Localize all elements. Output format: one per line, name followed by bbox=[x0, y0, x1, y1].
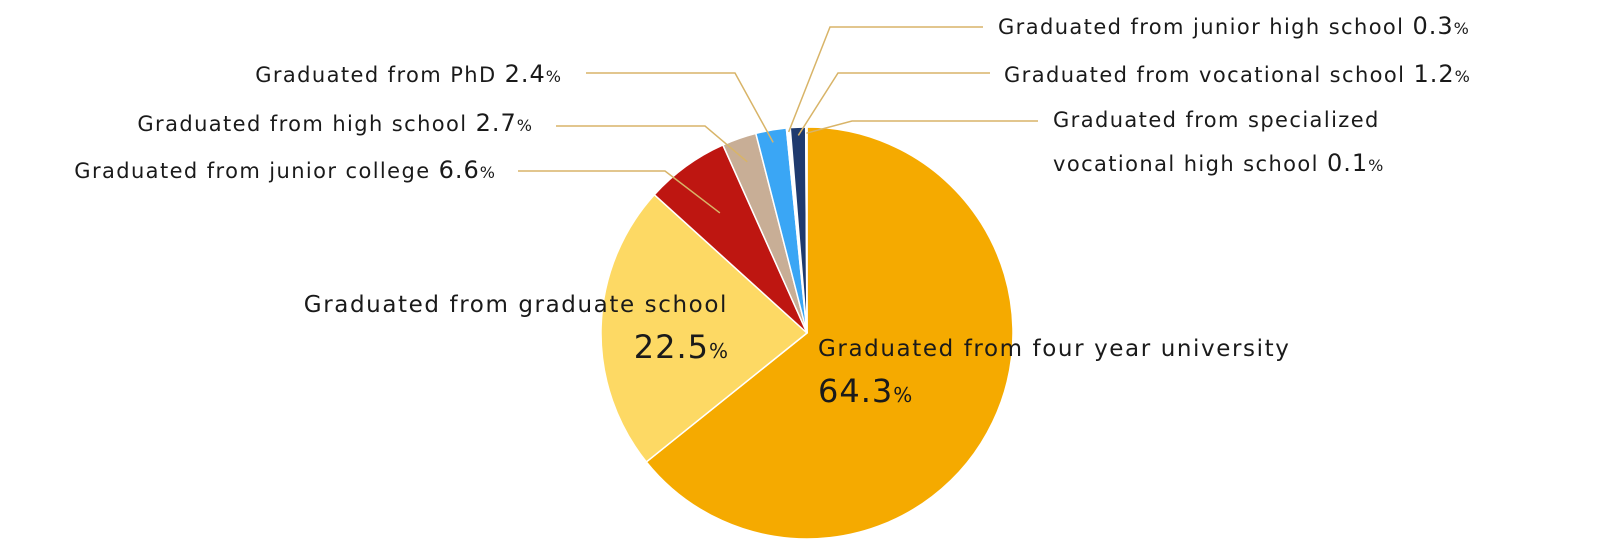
slice-name: Graduated from junior high school bbox=[998, 15, 1405, 39]
slice-value: 2.7 bbox=[475, 109, 517, 137]
slice-label-vocational-school: Graduated from vocational school 1.2% bbox=[1004, 62, 1470, 86]
percent-unit: % bbox=[1454, 67, 1470, 86]
slice-name: Graduated from four year university bbox=[818, 336, 1291, 362]
slice-label-junior-high-school: Graduated from junior high school 0.3% bbox=[998, 14, 1469, 38]
percent-unit: % bbox=[516, 116, 532, 135]
leader-line bbox=[806, 120, 1038, 134]
slice-label-four-year-university: Graduated from four year university 64.3… bbox=[818, 336, 1291, 410]
percent-unit: % bbox=[1368, 156, 1384, 175]
slice-value: 0.3 bbox=[1412, 12, 1454, 40]
slice-name-line2: vocational high school bbox=[1053, 152, 1319, 176]
slice-value: 22.5 bbox=[633, 328, 709, 366]
percent-unit: % bbox=[708, 339, 728, 363]
percent-unit: % bbox=[545, 67, 561, 86]
slice-name-line1: Graduated from specialized bbox=[1053, 108, 1380, 132]
slice-label-phd: Graduated from PhD 2.4% bbox=[255, 62, 561, 86]
leader-line bbox=[586, 72, 774, 143]
pie-slice bbox=[645, 126, 1014, 540]
slice-name: Graduated from high school bbox=[137, 112, 468, 136]
slice-name: Graduated from graduate school bbox=[303, 292, 728, 318]
slice-value: 6.6 bbox=[438, 156, 480, 184]
leader-line bbox=[518, 170, 721, 214]
slice-name: Graduated from junior college bbox=[74, 159, 431, 183]
leader-line bbox=[797, 72, 990, 136]
percent-unit: % bbox=[479, 163, 495, 182]
slice-name: Graduated from vocational school bbox=[1004, 63, 1406, 87]
percent-unit: % bbox=[1453, 19, 1469, 38]
slice-label-high-school: Graduated from high school 2.7% bbox=[137, 111, 532, 135]
slice-value: 2.4 bbox=[504, 60, 546, 88]
slice-label-graduate-school: Graduated from graduate school 22.5% bbox=[303, 292, 728, 366]
slice-label-junior-college: Graduated from junior college 6.6% bbox=[74, 158, 495, 182]
percent-unit: % bbox=[893, 383, 913, 407]
slice-label-specialized-vocational-high-school: Graduated from specialized vocational hi… bbox=[1053, 108, 1384, 177]
pie-slice bbox=[600, 193, 809, 463]
leader-lines bbox=[518, 26, 1038, 214]
pie-slice bbox=[804, 126, 808, 334]
slice-value: 1.2 bbox=[1413, 60, 1455, 88]
slice-value: 0.1 bbox=[1326, 149, 1369, 177]
leader-line bbox=[556, 125, 748, 163]
slice-name: Graduated from PhD bbox=[255, 63, 497, 87]
slice-value: 64.3 bbox=[818, 372, 894, 410]
pie-slices bbox=[600, 126, 1014, 540]
leader-line bbox=[787, 26, 983, 133]
